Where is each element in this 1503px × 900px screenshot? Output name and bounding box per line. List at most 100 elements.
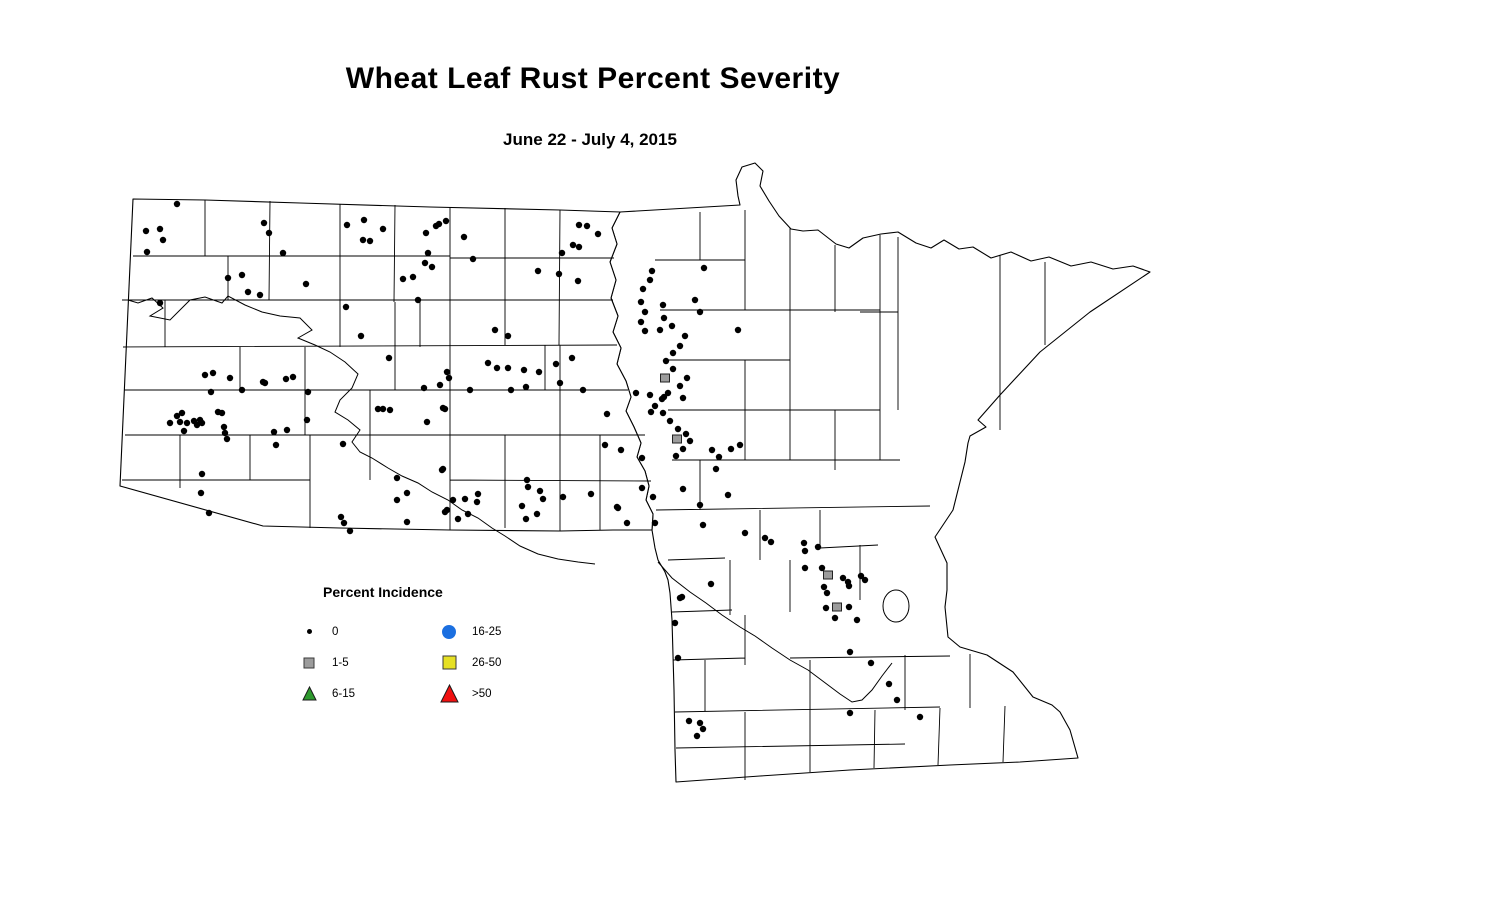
survey-point-0 [403, 518, 411, 526]
survey-point-0 [674, 425, 682, 433]
survey-point-0 [568, 354, 576, 362]
survey-point-0 [734, 326, 742, 334]
survey-point-0 [664, 389, 672, 397]
north-dakota-outline [120, 199, 653, 531]
survey-point-0 [279, 249, 287, 257]
legend-item-label: >50 [472, 687, 492, 700]
survey-point-0 [696, 719, 704, 727]
survey-point-0 [637, 318, 645, 326]
survey-point-0 [282, 375, 290, 383]
survey-point-0 [428, 263, 436, 271]
survey-point-0 [727, 445, 735, 453]
legend-item-label: 16-25 [472, 625, 502, 638]
survey-point-0 [678, 593, 686, 601]
survey-point-0 [518, 502, 526, 510]
legend-item-label: 0 [332, 625, 339, 638]
survey-point-0 [559, 493, 567, 501]
survey-point-0 [261, 379, 269, 387]
survey-point-0 [443, 368, 451, 376]
survey-point-0 [846, 648, 854, 656]
survey-point-0 [198, 419, 206, 427]
survey-point-0 [420, 384, 428, 392]
survey-point-0 [504, 332, 512, 340]
survey-point-0 [669, 365, 677, 373]
survey-point-0 [379, 405, 387, 413]
survey-point-0 [700, 264, 708, 272]
survey-point-0 [579, 386, 587, 394]
survey-point-0 [885, 680, 893, 688]
survey-point-0 [646, 391, 654, 399]
survey-point-0 [638, 484, 646, 492]
survey-point-0 [676, 342, 684, 350]
survey-point-0 [438, 466, 446, 474]
survey-point-0 [409, 273, 417, 281]
survey-point-0 [681, 332, 689, 340]
survey-point-0 [685, 717, 693, 725]
survey-point-0 [302, 280, 310, 288]
survey-point-0 [436, 381, 444, 389]
survey-point-0 [587, 490, 595, 498]
legend-item-0: 0 [296, 626, 436, 638]
survey-point-0 [449, 496, 457, 504]
survey-point-0 [861, 576, 869, 584]
survey-point-0 [724, 491, 732, 499]
survey-point-0 [474, 490, 482, 498]
legend-title: Percent Incidence [323, 584, 443, 600]
survey-point-0 [337, 513, 345, 521]
survey-point-0 [520, 366, 528, 374]
survey-point-0 [659, 409, 667, 417]
survey-point-0 [853, 616, 861, 624]
survey-point-0 [536, 487, 544, 495]
north-dakota-county-lines [122, 200, 651, 531]
survey-point-0 [303, 416, 311, 424]
survey-point-0 [244, 288, 252, 296]
survey-point-0 [867, 659, 875, 667]
survey-point-0 [839, 574, 847, 582]
survey-point-0 [801, 564, 809, 572]
survey-point-0 [374, 405, 382, 413]
survey-point-0 [491, 326, 499, 334]
minnesota-river [658, 562, 892, 702]
survey-point-0 [454, 515, 462, 523]
survey-point-0 [343, 221, 351, 229]
survey-point-0 [473, 498, 481, 506]
survey-point-0 [260, 219, 268, 227]
survey-point-0 [342, 303, 350, 311]
survey-point-0 [466, 386, 474, 394]
survey-point-0 [272, 441, 280, 449]
survey-point-0 [601, 441, 609, 449]
survey-point-0 [173, 200, 181, 208]
survey-point-0 [818, 564, 826, 572]
mille-lacs-lake [882, 589, 910, 623]
survey-point-0 [359, 236, 367, 244]
survey-point-1-5 [672, 434, 682, 444]
survey-point-0 [662, 357, 670, 365]
survey-point-0 [414, 296, 422, 304]
survey-point-0 [845, 582, 853, 590]
survey-point-0 [736, 441, 744, 449]
legend-dot-icon [296, 627, 322, 636]
survey-point-0 [205, 509, 213, 517]
survey-point-0 [646, 276, 654, 284]
survey-point-0 [651, 519, 659, 527]
survey-point-1-5 [660, 373, 670, 383]
survey-point-0 [283, 426, 291, 434]
survey-point-0 [649, 493, 657, 501]
survey-point-0 [893, 696, 901, 704]
survey-point-0 [800, 539, 808, 547]
survey-point-0 [289, 373, 297, 381]
legend-item-label: 26-50 [472, 656, 502, 669]
legend-circle-icon [436, 623, 462, 641]
legend-item-6-15: 6-15 [296, 685, 436, 702]
survey-point-0 [173, 412, 181, 420]
survey-point-0 [270, 428, 278, 436]
survey-point-0 [679, 485, 687, 493]
survey-point-0 [767, 538, 775, 546]
survey-point-0 [691, 296, 699, 304]
survey-point-0 [641, 308, 649, 316]
survey-point-0 [421, 259, 429, 267]
survey-point-0 [846, 709, 854, 717]
survey-point-0 [443, 506, 451, 514]
survey-point-0 [693, 732, 701, 740]
survey-point-0 [183, 419, 191, 427]
